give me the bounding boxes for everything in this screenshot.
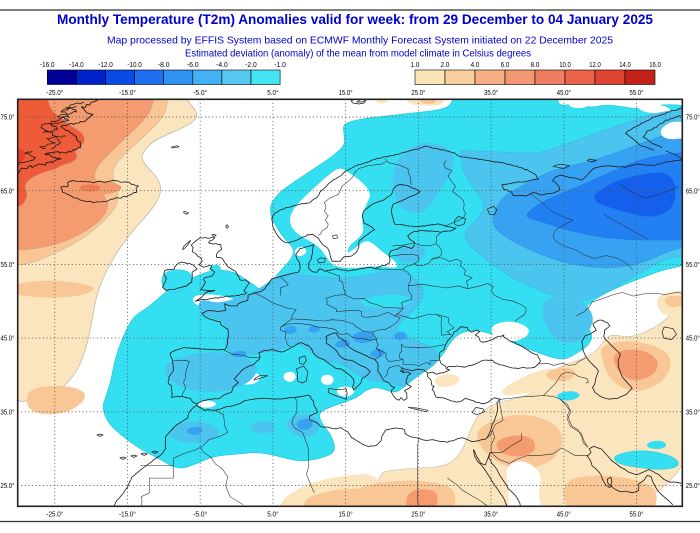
svg-text:-4.0: -4.0: [216, 62, 228, 69]
svg-text:-15.0°: -15.0°: [119, 88, 136, 97]
svg-text:35.0°: 35.0°: [484, 510, 498, 519]
svg-text:5.0°: 5.0°: [267, 88, 278, 97]
svg-text:-25.0°: -25.0°: [46, 510, 63, 519]
svg-text:Estimated deviation (anomaly): Estimated deviation (anomaly) of the mea…: [185, 49, 531, 60]
svg-text:55.0°: 55.0°: [630, 88, 644, 97]
svg-text:55.0°: 55.0°: [686, 260, 700, 269]
svg-text:14.0: 14.0: [619, 62, 631, 69]
svg-text:2.0: 2.0: [441, 62, 450, 69]
svg-text:35.0°: 35.0°: [1, 407, 15, 416]
svg-text:Monthly Temperature (T2m) Anom: Monthly Temperature (T2m) Anomalies vali…: [57, 12, 653, 27]
svg-text:-5.0°: -5.0°: [193, 88, 207, 97]
svg-text:-12.0: -12.0: [98, 62, 113, 69]
svg-text:25.0°: 25.0°: [1, 481, 15, 490]
svg-text:-16.0: -16.0: [40, 62, 55, 69]
svg-text:75.0°: 75.0°: [686, 113, 700, 122]
svg-text:15.0°: 15.0°: [339, 88, 353, 97]
svg-text:10.0: 10.0: [559, 62, 571, 69]
svg-text:25.0°: 25.0°: [411, 88, 425, 97]
svg-text:35.0°: 35.0°: [484, 88, 498, 97]
svg-text:-5.0°: -5.0°: [193, 510, 207, 519]
svg-text:4.0: 4.0: [471, 62, 480, 69]
svg-text:75.0°: 75.0°: [1, 113, 15, 122]
svg-text:12.0: 12.0: [589, 62, 601, 69]
svg-text:-6.0: -6.0: [187, 62, 199, 69]
svg-text:45.0°: 45.0°: [557, 88, 571, 97]
svg-text:Map processed by EFFIS System: Map processed by EFFIS System based on E…: [107, 36, 613, 47]
svg-text:16.0: 16.0: [649, 62, 661, 69]
svg-text:45.0°: 45.0°: [557, 510, 571, 519]
svg-text:6.0: 6.0: [501, 62, 510, 69]
svg-text:55.0°: 55.0°: [1, 260, 15, 269]
svg-text:-8.0: -8.0: [158, 62, 170, 69]
svg-text:-25.0°: -25.0°: [46, 88, 63, 97]
svg-text:55.0°: 55.0°: [630, 510, 644, 519]
svg-text:-10.0: -10.0: [127, 62, 142, 69]
svg-text:8.0: 8.0: [531, 62, 540, 69]
svg-text:45.0°: 45.0°: [1, 334, 15, 343]
svg-text:-14.0: -14.0: [69, 62, 84, 69]
svg-text:15.0°: 15.0°: [339, 510, 353, 519]
svg-text:65.0°: 65.0°: [686, 186, 700, 195]
svg-text:-15.0°: -15.0°: [119, 510, 136, 519]
svg-text:5.0°: 5.0°: [267, 510, 278, 519]
svg-text:-2.0: -2.0: [245, 62, 257, 69]
svg-text:65.0°: 65.0°: [1, 186, 15, 195]
svg-text:25.0°: 25.0°: [411, 510, 425, 519]
svg-text:25.0°: 25.0°: [686, 481, 700, 490]
svg-text:1.0: 1.0: [411, 62, 420, 69]
svg-text:35.0°: 35.0°: [686, 407, 700, 416]
svg-text:45.0°: 45.0°: [686, 334, 700, 343]
svg-text:-1.0: -1.0: [274, 62, 286, 69]
